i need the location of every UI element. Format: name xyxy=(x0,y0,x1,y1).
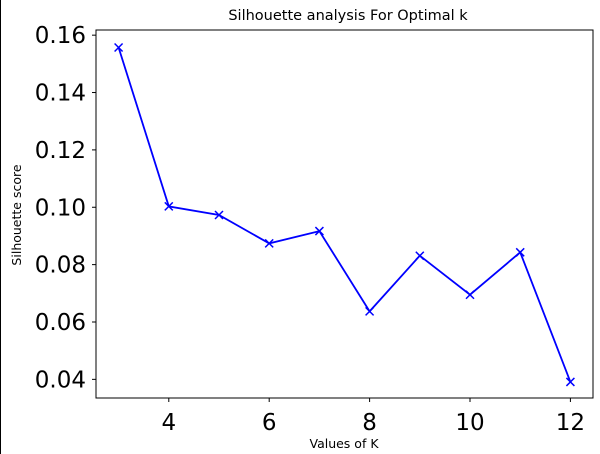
data-point-marker xyxy=(214,210,224,220)
data-point-marker xyxy=(565,377,575,387)
y-tick-label: 0.08 xyxy=(35,253,86,279)
data-point-marker xyxy=(314,226,324,236)
x-tick-label: 10 xyxy=(455,410,484,436)
series-line xyxy=(117,47,572,383)
data-point-marker xyxy=(114,42,124,53)
data-point-marker xyxy=(164,201,174,211)
data-point-marker xyxy=(415,251,425,261)
axis-ticks: 4 6 8 10 12 0.04 0.06 0.08 0.10 0.12 0.14 0.16 xyxy=(35,23,585,436)
y-tick-label: 0.10 xyxy=(35,195,86,221)
x-tick-label: 8 xyxy=(362,410,377,436)
data-point-marker xyxy=(365,306,375,316)
x-tick-label: 4 xyxy=(161,410,176,436)
data-point-marker xyxy=(264,238,274,248)
frame-edge xyxy=(0,0,1,454)
y-tick-label: 0.06 xyxy=(35,310,86,336)
x-axis-label: Values of K xyxy=(309,436,379,451)
x-tick-label: 12 xyxy=(556,410,585,436)
y-tick-label: 0.12 xyxy=(35,138,86,164)
plot-series xyxy=(114,42,575,387)
x-tick-label: 6 xyxy=(262,410,277,436)
y-tick-label: 0.14 xyxy=(35,81,86,107)
y-tick-label: 0.04 xyxy=(35,367,86,393)
y-axis-label: Silhouette score xyxy=(9,164,24,265)
data-point-marker xyxy=(515,247,525,257)
data-point-marker xyxy=(465,290,475,300)
plot-area-frame xyxy=(95,29,594,399)
y-tick-label: 0.16 xyxy=(35,23,86,49)
chart-title: Silhouette analysis For Optimal k xyxy=(228,8,468,24)
